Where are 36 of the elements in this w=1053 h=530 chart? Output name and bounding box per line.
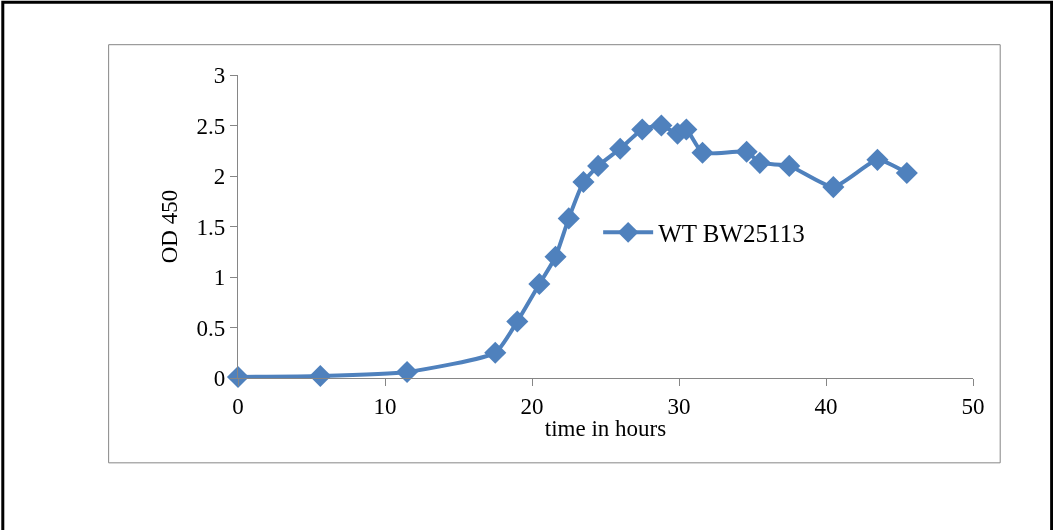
point — [557, 207, 580, 230]
y-tick-label: 2.5 — [196, 113, 226, 139]
x-tick-label: 30 — [667, 393, 691, 419]
point — [587, 154, 610, 177]
point — [484, 341, 507, 364]
x-tick-label: 50 — [961, 393, 985, 419]
point — [544, 245, 567, 268]
point — [822, 176, 845, 199]
point — [609, 137, 632, 160]
y-tick-label: 0 — [213, 366, 226, 392]
x-tick-label: 40 — [814, 393, 838, 419]
point — [572, 171, 595, 194]
x-axis-title: time in hours — [544, 416, 667, 442]
legend-label: WT BW25113 — [658, 220, 805, 248]
point — [778, 154, 801, 177]
point — [528, 273, 551, 296]
point — [866, 148, 889, 171]
x-tick-label: 20 — [520, 393, 544, 419]
point — [748, 151, 771, 174]
point — [396, 360, 419, 383]
point — [691, 141, 714, 164]
x-tick-label: 10 — [373, 393, 397, 419]
point — [226, 365, 250, 389]
y-tick-label: 2 — [213, 164, 226, 190]
point — [735, 140, 758, 163]
y-axis-title: OD 450 — [156, 189, 182, 264]
y-tick-label: 1 — [213, 265, 226, 291]
y-tick-label: 3 — [213, 63, 226, 89]
point — [309, 364, 332, 388]
point — [506, 310, 529, 333]
point — [895, 161, 918, 185]
y-tick-label: 0.5 — [196, 315, 226, 341]
point — [631, 118, 654, 141]
point — [650, 114, 673, 137]
x-tick-label: 0 — [232, 393, 244, 419]
y-tick-label: 1.5 — [196, 214, 226, 240]
